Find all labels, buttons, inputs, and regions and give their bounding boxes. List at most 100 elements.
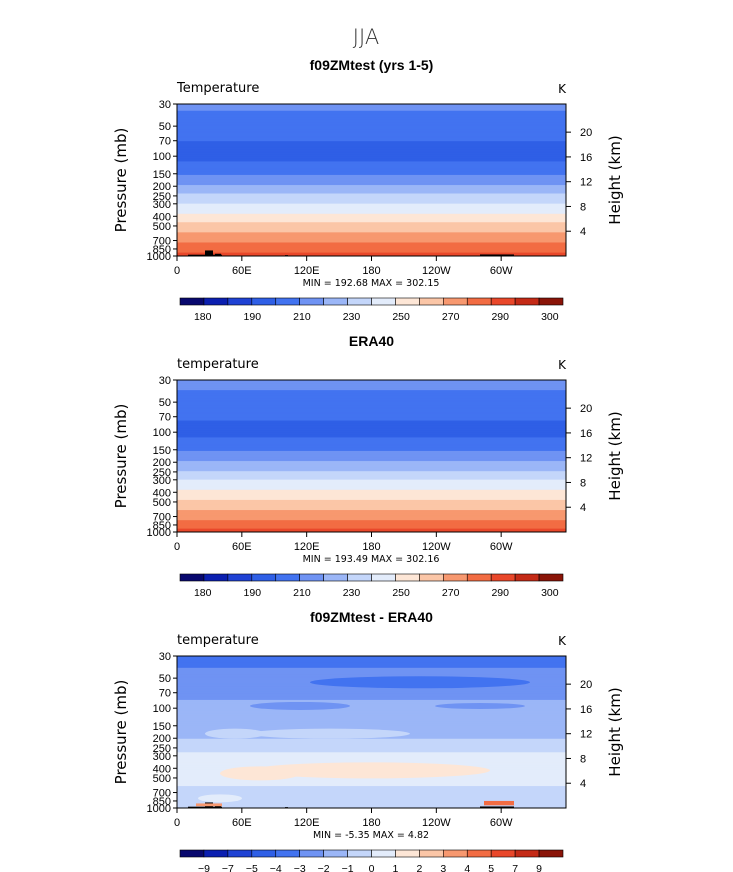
y2-tick-label: 20 [580,403,592,415]
contour-band [177,139,566,142]
y2-tick-label: 16 [580,704,592,716]
contour-band [177,417,566,420]
colorbar-swatch [323,297,348,306]
colorbar-swatch [275,573,300,582]
x-tick-label: 120W [422,541,451,553]
y2-tick-label: 12 [580,453,592,465]
colorbar-swatch [347,849,372,858]
contour-band [177,474,566,477]
colorbar-swatch [514,573,540,582]
contour-band [177,180,566,183]
contour-band [177,434,566,437]
contour-band [177,407,566,410]
y2-axis-title: Height (km) [606,135,624,224]
contour-band [177,777,566,780]
contour-band [177,422,566,425]
contour-band [177,508,566,511]
contour-band [177,753,566,757]
contour-band [177,413,566,417]
contour-band [177,713,566,716]
contour-band [177,703,566,706]
contour-band [177,136,566,139]
contour-band [177,464,566,467]
y-tick-label: 400 [153,211,171,223]
colorbar-label: −1 [342,863,354,872]
contour-band [177,185,566,188]
y2-tick-label: 12 [580,177,592,189]
y-tick-label: 70 [159,688,171,700]
contour-band [177,173,566,176]
contour-band [177,743,566,747]
contour-band [177,390,566,393]
contour-band [177,454,566,457]
contour-band [177,511,566,515]
colorbar-label: −5 [246,863,258,872]
colorbar-swatch [347,297,372,306]
contour-band [177,450,566,454]
contour-band [177,415,566,418]
colorbar-label: −9 [198,863,210,872]
colorbar-swatch [323,849,348,858]
y-tick-label: 70 [159,136,171,148]
contour-band [177,207,566,210]
colorbar-swatch [490,297,516,306]
contour-band [177,147,566,151]
contour-band [177,661,566,664]
colorbar-label: 290 [491,587,509,599]
contour-band [177,789,566,792]
colorbar-label: −3 [294,863,306,872]
contour-band [177,244,566,247]
contour-band [177,723,566,726]
colorbar-swatch [514,297,540,306]
contour-band [177,479,566,482]
contour-band [177,525,566,528]
contour-band [177,190,566,193]
contour-band [177,515,566,518]
contour-band [177,142,566,146]
contour-band [177,469,566,472]
contour-band [177,112,566,115]
contour-band [177,667,566,671]
colorbar-label: −4 [270,863,282,872]
contour-band [177,444,566,447]
colorbar-swatch [227,297,253,306]
contour-band [177,388,566,391]
contour-band [177,198,566,201]
contour-band [177,521,566,525]
contour-band [177,486,566,489]
y-tick-label: 300 [153,751,171,763]
y-tick-label: 850 [153,796,171,808]
contour-band [177,476,566,479]
contour-band [177,787,566,791]
contour-band [177,704,566,708]
colorbar-swatch [466,297,492,306]
contour-blob [198,794,242,803]
contour-band [177,430,566,433]
contour-band [177,159,566,163]
contour-band [177,195,566,198]
contour-band [177,115,566,119]
colorbar-swatch [323,573,348,582]
terrain-block [215,805,221,808]
y2-tick-label: 20 [580,679,592,691]
contour-band [177,699,566,703]
contour-band [177,449,566,452]
contour-band [177,163,566,166]
contour-band [177,237,566,240]
contour-band [177,493,566,496]
contour-band [177,227,566,230]
contour-band [177,149,566,152]
contour-band [177,498,566,501]
contour-band [177,250,566,254]
colorbar-swatch [395,573,420,582]
y2-tick-label: 4 [580,778,586,790]
contour-band [177,691,566,694]
y-tick-label: 400 [153,763,171,775]
contour-band [177,710,566,713]
colorbar-swatch [466,573,492,582]
contour-band [177,176,566,179]
contour-band [177,720,566,723]
terrain-block [480,806,514,808]
colorbar-swatch [299,573,324,582]
colorbar-label: 180 [194,311,212,323]
